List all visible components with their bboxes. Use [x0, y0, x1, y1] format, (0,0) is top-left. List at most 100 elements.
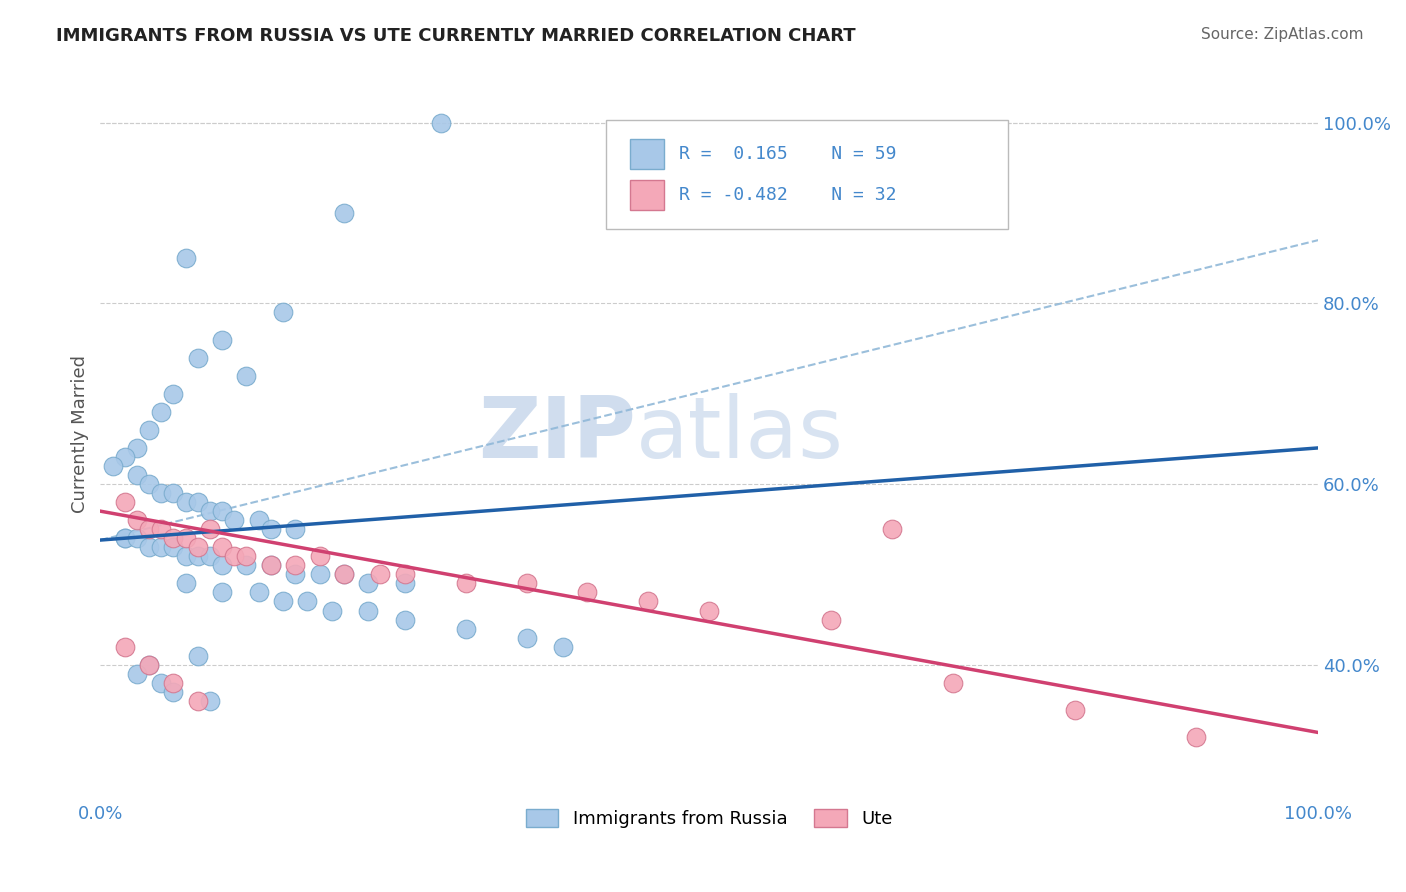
Point	[247, 585, 270, 599]
Point	[333, 567, 356, 582]
Point	[284, 567, 307, 582]
FancyBboxPatch shape	[630, 180, 664, 210]
Point	[880, 522, 903, 536]
Point	[284, 558, 307, 573]
Point	[125, 441, 148, 455]
FancyBboxPatch shape	[630, 139, 664, 169]
Point	[224, 549, 246, 564]
Point	[576, 585, 599, 599]
Point	[1185, 730, 1208, 744]
Point	[114, 531, 136, 545]
Point	[174, 251, 197, 265]
Text: Source: ZipAtlas.com: Source: ZipAtlas.com	[1201, 27, 1364, 42]
Point	[308, 567, 330, 582]
Point	[125, 468, 148, 483]
Point	[138, 423, 160, 437]
Text: ZIP: ZIP	[478, 392, 636, 475]
Point	[454, 622, 477, 636]
Point	[114, 495, 136, 509]
Point	[150, 675, 173, 690]
Point	[174, 495, 197, 509]
Point	[138, 522, 160, 536]
Point	[454, 576, 477, 591]
Point	[260, 558, 283, 573]
Point	[162, 541, 184, 555]
Point	[125, 666, 148, 681]
Point	[187, 495, 209, 509]
Point	[516, 576, 538, 591]
Point	[211, 541, 233, 555]
Point	[174, 531, 197, 545]
Point	[187, 648, 209, 663]
Point	[308, 549, 330, 564]
Point	[211, 333, 233, 347]
Point	[321, 603, 343, 617]
Point	[150, 405, 173, 419]
Point	[333, 206, 356, 220]
Point	[162, 675, 184, 690]
Point	[187, 694, 209, 708]
Legend: Immigrants from Russia, Ute: Immigrants from Russia, Ute	[519, 801, 900, 835]
Point	[516, 631, 538, 645]
Text: R =  0.165    N = 59: R = 0.165 N = 59	[679, 145, 896, 163]
Point	[138, 657, 160, 672]
Point	[333, 567, 356, 582]
Point	[198, 694, 221, 708]
Point	[187, 351, 209, 365]
Point	[198, 522, 221, 536]
Point	[1063, 703, 1085, 717]
Point	[162, 531, 184, 545]
Point	[235, 368, 257, 383]
Point	[125, 513, 148, 527]
Point	[150, 486, 173, 500]
Point	[637, 594, 659, 608]
Point	[260, 558, 283, 573]
Text: IMMIGRANTS FROM RUSSIA VS UTE CURRENTLY MARRIED CORRELATION CHART: IMMIGRANTS FROM RUSSIA VS UTE CURRENTLY …	[56, 27, 856, 45]
Point	[150, 522, 173, 536]
Point	[394, 567, 416, 582]
Point	[260, 522, 283, 536]
Point	[150, 541, 173, 555]
Point	[211, 504, 233, 518]
Point	[247, 513, 270, 527]
Text: atlas: atlas	[636, 392, 844, 475]
Point	[224, 513, 246, 527]
Point	[162, 486, 184, 500]
Point	[271, 594, 294, 608]
Point	[370, 567, 392, 582]
Point	[235, 549, 257, 564]
Point	[198, 549, 221, 564]
Point	[235, 558, 257, 573]
Point	[430, 116, 453, 130]
Point	[114, 450, 136, 464]
Point	[211, 558, 233, 573]
Point	[271, 305, 294, 319]
Point	[1282, 883, 1305, 892]
Point	[174, 549, 197, 564]
Point	[187, 549, 209, 564]
Point	[357, 576, 380, 591]
Point	[942, 675, 965, 690]
Point	[174, 576, 197, 591]
FancyBboxPatch shape	[606, 120, 1008, 229]
Point	[394, 613, 416, 627]
Point	[125, 531, 148, 545]
Point	[697, 603, 720, 617]
Point	[394, 576, 416, 591]
Point	[553, 640, 575, 654]
Text: R = -0.482    N = 32: R = -0.482 N = 32	[679, 186, 896, 204]
Point	[114, 640, 136, 654]
Point	[187, 541, 209, 555]
Point	[162, 685, 184, 699]
Point	[138, 541, 160, 555]
Point	[198, 504, 221, 518]
Point	[162, 386, 184, 401]
Point	[284, 522, 307, 536]
Point	[138, 657, 160, 672]
Point	[114, 531, 136, 545]
Point	[138, 477, 160, 491]
Point	[297, 594, 319, 608]
Y-axis label: Currently Married: Currently Married	[72, 355, 89, 514]
Point	[211, 585, 233, 599]
Point	[820, 613, 842, 627]
